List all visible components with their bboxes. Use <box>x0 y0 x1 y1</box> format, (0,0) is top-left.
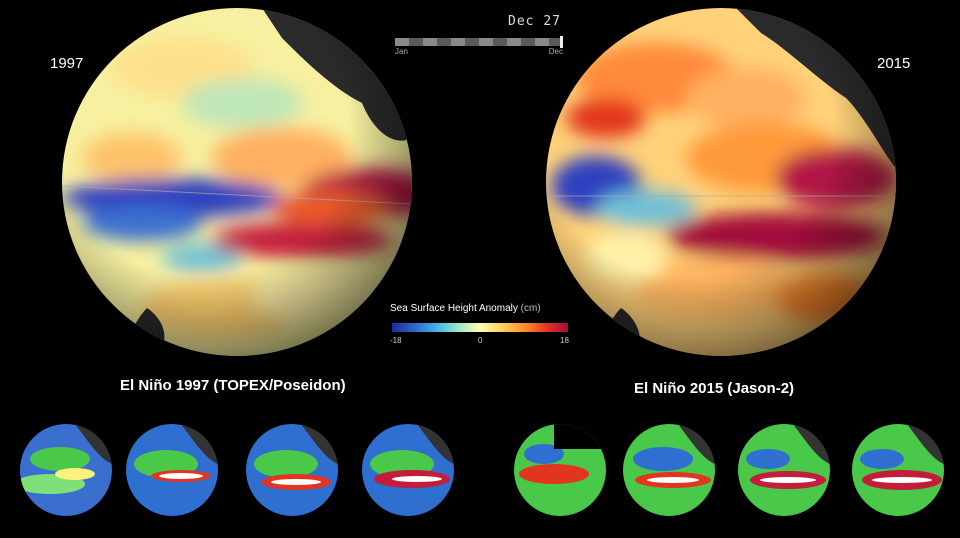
mini-globe-2015-1 <box>514 424 606 516</box>
timeline-bar <box>395 38 563 46</box>
mini-globe-2015-4 <box>852 424 944 516</box>
caption-1997: El Niño 1997 (TOPEX/Poseidon) <box>120 377 346 394</box>
timeline: Dec 27 Jan Dec <box>395 14 567 56</box>
mini-globe-2015-2 <box>623 424 715 516</box>
colorbar-min-label: -18 <box>390 336 402 345</box>
colorbar-title-text: Sea Surface Height Anomaly <box>390 303 518 314</box>
colorbar: Sea Surface Height Anomaly (cm) -18 0 18 <box>390 303 572 353</box>
mini-globe-1997-1 <box>20 424 112 516</box>
globe-2015 <box>546 8 896 356</box>
colorbar-title: Sea Surface Height Anomaly (cm) <box>390 303 541 314</box>
timeline-marker <box>560 36 563 48</box>
caption-2015: El Niño 2015 (Jason-2) <box>634 380 795 397</box>
mini-globe-1997-2 <box>126 424 218 516</box>
colorbar-unit: (cm) <box>520 303 541 314</box>
mini-globe-1997-3 <box>246 424 338 516</box>
year-label-1997: 1997 <box>50 55 84 72</box>
globe-1997 <box>62 8 412 356</box>
timeline-date: Dec 27 <box>508 14 561 29</box>
mini-globe-1997-4 <box>362 424 454 516</box>
colorbar-max-label: 18 <box>560 336 569 345</box>
timeline-start-label: Jan <box>395 47 408 56</box>
mini-globe-2015-3 <box>738 424 830 516</box>
timeline-end-label: Dec <box>548 47 563 56</box>
colorbar-gradient <box>392 323 568 332</box>
colorbar-mid-label: 0 <box>478 336 483 345</box>
year-label-2015: 2015 <box>877 55 911 72</box>
